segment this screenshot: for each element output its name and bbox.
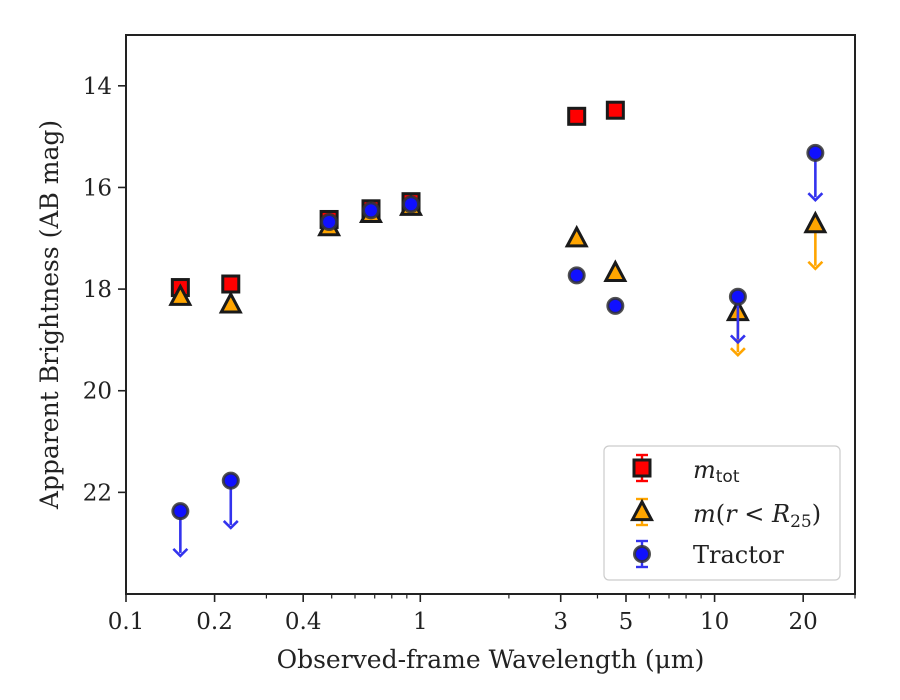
mr25-point xyxy=(218,290,243,314)
plot-frame xyxy=(125,34,856,595)
tractor-point xyxy=(402,195,421,214)
legend-label-tractor: Tractor xyxy=(693,541,784,569)
x-axis-label: Observed-frame Wavelength (μm) xyxy=(277,645,705,674)
mr25-upper-limit-arrow-head xyxy=(807,260,824,271)
x-tick-label: 0.2 xyxy=(196,609,233,635)
mtot-point xyxy=(221,274,241,294)
mr25-upper-limit-arrow-head xyxy=(729,347,746,357)
y-tick-label: 18 xyxy=(83,277,112,303)
tractor-upper-limit-arrow-head xyxy=(729,334,746,345)
mtot-point xyxy=(567,106,587,126)
tractor-point xyxy=(806,143,825,162)
x-tick-label: 5 xyxy=(619,609,634,635)
data-points xyxy=(168,100,828,558)
axis-ticks: 0.1 0.2 0.4 1 3 5 10 20 14 16 18 20 22 xyxy=(83,74,856,635)
x-tick-label: 20 xyxy=(789,609,818,635)
tractor-point xyxy=(606,296,625,315)
legend-box xyxy=(603,445,841,581)
y-tick-label: 14 xyxy=(83,74,112,100)
tractor-upper-limit-arrow-head xyxy=(222,520,239,530)
y-axis-label: Apparent Brightness (AB mag) xyxy=(35,120,64,510)
tractor-upper-limit-arrow-head xyxy=(807,192,824,202)
tractor-upper-limit-arrow-head xyxy=(172,547,189,558)
tractor-point xyxy=(171,502,190,521)
x-tick-label: 0.1 xyxy=(108,609,145,635)
x-tick-label: 3 xyxy=(553,609,568,635)
legend-label-mtot: mtot xyxy=(693,456,740,487)
x-tick-label: 10 xyxy=(700,609,729,635)
tractor-point xyxy=(221,471,240,490)
x-tick-label: 0.4 xyxy=(285,609,322,635)
y-tick-label: 20 xyxy=(83,379,112,405)
legend-marker-tractor xyxy=(633,545,651,563)
y-tick-label: 16 xyxy=(83,175,112,201)
tractor-point xyxy=(728,287,747,306)
legend-marker-mr25 xyxy=(630,498,654,522)
legend-marker-mtot xyxy=(632,458,652,478)
tractor-point xyxy=(362,201,381,220)
mr25-point xyxy=(168,283,193,306)
mr25-point xyxy=(603,259,628,282)
y-tick-label: 22 xyxy=(83,480,112,506)
legend: mtot m(r < R25) Tractor xyxy=(603,445,841,581)
tractor-point xyxy=(567,266,586,285)
mr25-point xyxy=(803,210,828,234)
x-tick-label: 1 xyxy=(413,609,428,635)
legend-label-mr25: m(r < R25) xyxy=(693,500,821,532)
mr25-point xyxy=(564,224,589,248)
tractor-point xyxy=(320,213,339,232)
mtot-point xyxy=(605,100,625,120)
